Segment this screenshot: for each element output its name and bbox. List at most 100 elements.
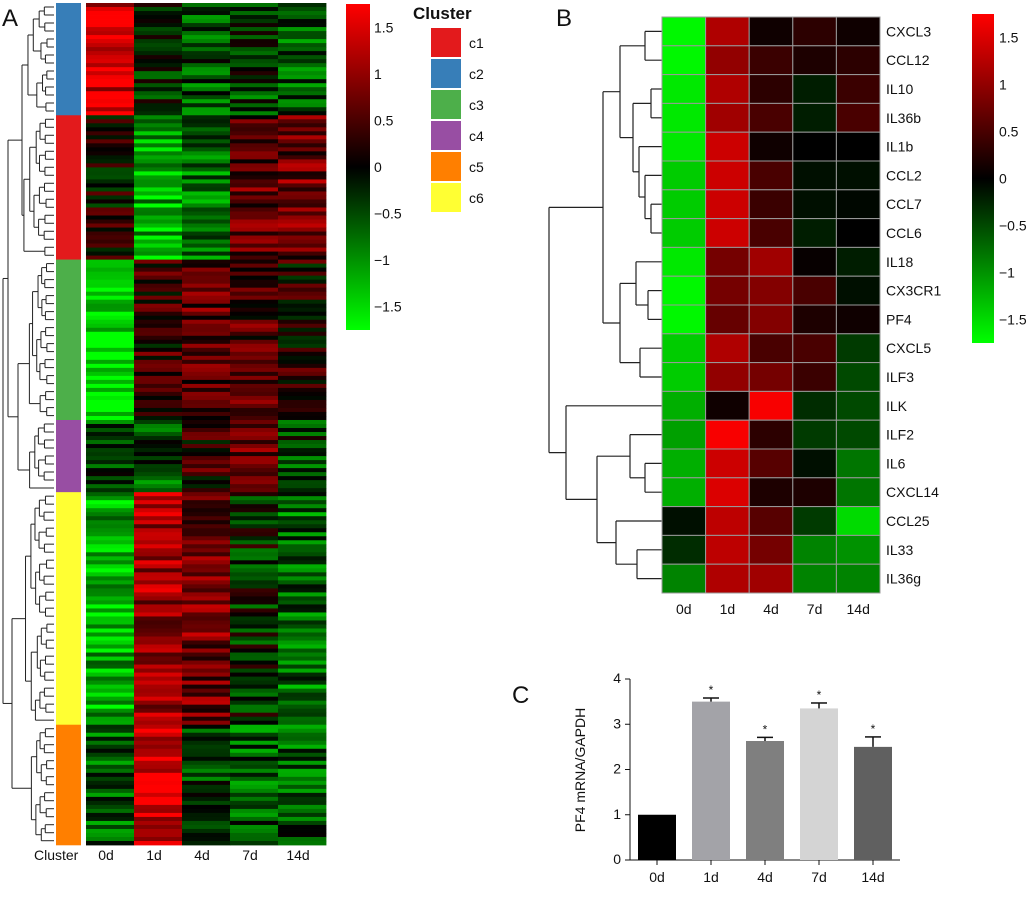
heatmap-a-cell — [230, 568, 279, 573]
heatmap-a-cell — [86, 311, 135, 317]
heatmap-a-cell — [230, 776, 279, 782]
heatmap-a-cell — [86, 159, 135, 164]
heatmap-a-cell — [278, 371, 327, 377]
heatmap-a-cell — [278, 756, 327, 762]
heatmap-a-cell — [278, 476, 327, 481]
heatmap-a-cell — [134, 59, 183, 64]
heatmap-a-cell — [86, 183, 135, 188]
heatmap-a-cell — [86, 808, 135, 814]
heatmap-a-cell — [278, 628, 327, 633]
heatmap-a-cell — [278, 540, 327, 545]
heatmap-a-cell — [134, 552, 183, 557]
heatmap-a-cell — [182, 315, 231, 321]
heatmap-a-cell — [134, 239, 183, 244]
heatmap-a-cell — [182, 804, 231, 810]
heatmap-b-cell — [792, 131, 837, 162]
heatmap-a-cell — [230, 584, 279, 589]
heatmap-a-cell — [182, 287, 231, 293]
heatmap-a-cell — [278, 251, 327, 256]
heatmap-a-cell — [278, 47, 327, 52]
heatmap-a-cell — [86, 163, 135, 168]
heatmap-a-cell — [278, 271, 327, 277]
heatmap-a-cell — [134, 788, 183, 794]
heatmap-a-cell — [278, 107, 327, 112]
cluster-legend-label-c6: c6 — [469, 190, 484, 206]
heatmap-a-cell — [182, 399, 231, 405]
heatmap-a-cell — [134, 343, 183, 349]
heatmap-a-cell — [134, 428, 183, 433]
heatmap-a-cell — [86, 664, 135, 669]
heatmap-a-cell — [134, 440, 183, 445]
heatmap-a-cell — [134, 191, 183, 196]
heatmap-a-cell — [86, 452, 135, 457]
heatmap-a-cell — [182, 544, 231, 549]
heatmap-a-cell — [86, 191, 135, 196]
heatmap-b-cell — [705, 362, 750, 392]
heatmap-a-cell — [182, 776, 231, 782]
heatmap-a-cell — [86, 748, 135, 754]
heatmap-b-cell — [748, 74, 794, 104]
heatmap-a-cell — [230, 27, 279, 32]
heatmap-a-cell — [134, 828, 183, 834]
bar-0d — [638, 814, 676, 860]
heatmap-a-cell — [134, 323, 183, 329]
heatmap-a-cell — [230, 476, 279, 481]
heatmap-a-cell — [182, 600, 231, 605]
significance-marker-1d: * — [709, 683, 714, 697]
heatmap-a-cell — [182, 836, 231, 842]
heatmap-a-cell — [230, 524, 279, 529]
heatmap-a-cell — [278, 415, 327, 421]
heatmap-a-cell — [134, 480, 183, 485]
heatmap-a-cell — [278, 472, 327, 477]
heatmap-a-cell — [230, 347, 279, 353]
heatmap-a-cell — [278, 424, 327, 429]
heatmap-a-cell — [86, 99, 135, 104]
heatmap-b-cell — [792, 506, 837, 536]
heatmap-a-cell — [278, 235, 327, 240]
heatmap-a-cell — [230, 784, 279, 790]
heatmap-a-cell — [278, 760, 327, 766]
heatmap-a-cell — [182, 524, 231, 529]
heatmap-a-cell — [278, 3, 327, 8]
heatmap-a-cell — [182, 656, 231, 661]
bar-chart-c-x-label: 14d — [861, 869, 884, 885]
heatmap-a-cell — [134, 71, 183, 76]
heatmap-a-cell — [182, 347, 231, 353]
heatmap-a-cell — [278, 7, 327, 12]
heatmap-a-cell — [86, 712, 135, 718]
heatmap-a-cell — [134, 27, 183, 32]
heatmap-a-cell — [134, 700, 183, 706]
heatmap-a-cell — [182, 55, 231, 60]
heatmap-a-cell — [278, 784, 327, 790]
heatmap-a-cell — [230, 287, 279, 293]
heatmap-a-cell — [134, 299, 183, 305]
heatmap-a-cell — [278, 520, 327, 525]
heatmap-a-cell — [278, 508, 327, 513]
heatmap-a-cell — [182, 552, 231, 557]
heatmap-a-cell — [230, 291, 279, 297]
heatmap-a-cell — [230, 808, 279, 814]
cluster-legend: Cluster c1 c2 c3 c4 c5 c6 — [413, 4, 484, 212]
heatmap-a-cell — [134, 7, 183, 12]
cluster-band-c3 — [56, 259, 81, 421]
heatmap-b-cell — [835, 419, 881, 450]
heatmap-a-cell — [278, 247, 327, 252]
heatmap-a-cell — [182, 788, 231, 794]
heatmap-a-cell — [278, 692, 327, 698]
heatmap-a-cell — [230, 239, 279, 244]
colorbar-a-gradient — [346, 4, 370, 330]
heatmap-a-cell — [86, 319, 135, 325]
heatmap-a-cell — [278, 536, 327, 541]
heatmap-a-cell — [230, 367, 279, 373]
heatmap-a-cell — [182, 99, 231, 104]
heatmap-a-cell — [86, 15, 135, 20]
heatmap-a-cell — [182, 335, 231, 341]
heatmap-a-cell — [278, 95, 327, 100]
heatmap-a-cell — [182, 580, 231, 585]
heatmap-a-cell — [278, 572, 327, 577]
heatmap-a-cell — [230, 83, 279, 88]
heatmap-a-cell — [230, 436, 279, 441]
heatmap-a-cell — [278, 752, 327, 758]
heatmap-a-cell — [230, 323, 279, 329]
heatmap-a-cell — [230, 604, 279, 609]
